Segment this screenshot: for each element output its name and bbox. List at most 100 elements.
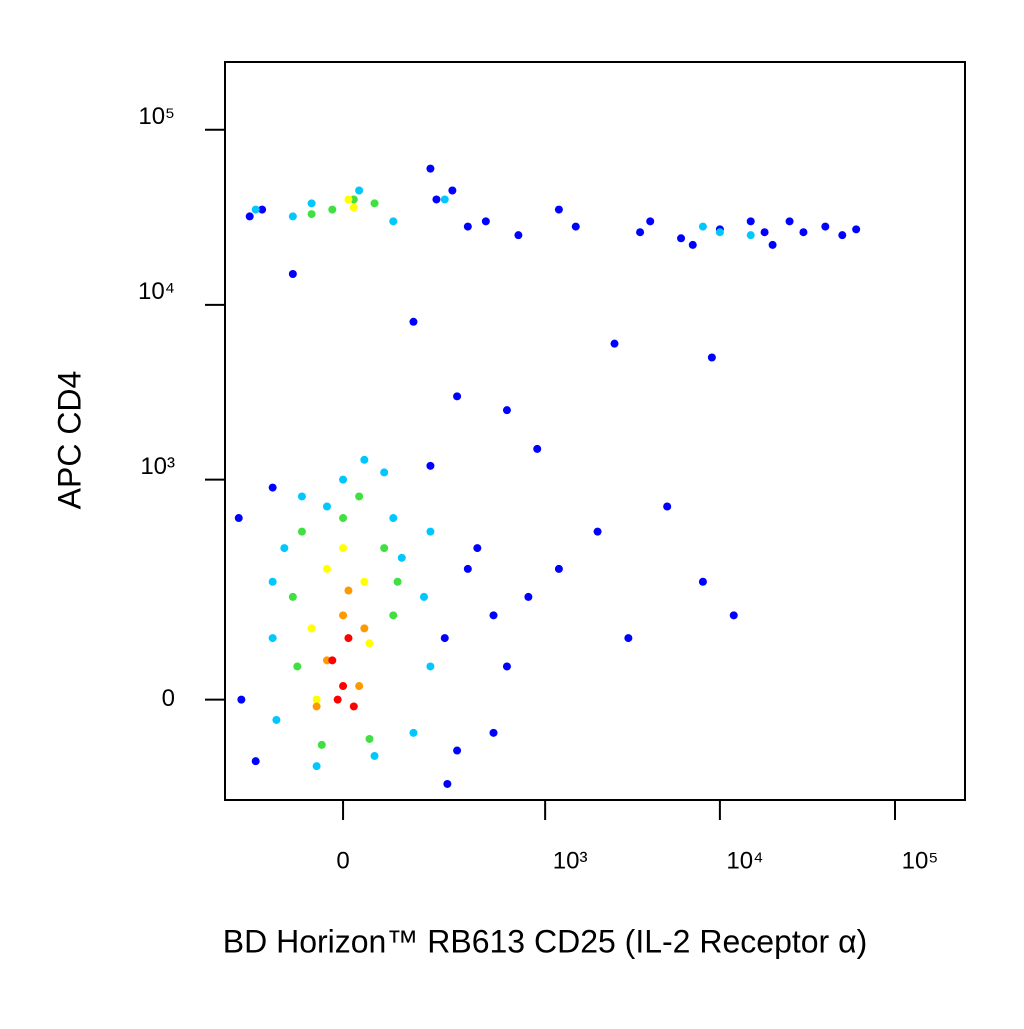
data-point bbox=[426, 662, 435, 671]
data-point bbox=[426, 461, 435, 470]
data-point bbox=[481, 217, 490, 226]
data-point bbox=[799, 228, 808, 237]
data-point bbox=[419, 592, 428, 601]
data-point bbox=[322, 564, 331, 573]
data-point bbox=[355, 186, 364, 195]
y-tick-label: 10⁵ bbox=[138, 103, 175, 130]
data-point bbox=[297, 492, 306, 501]
data-point bbox=[389, 217, 398, 226]
data-point bbox=[349, 702, 358, 711]
data-point bbox=[370, 751, 379, 760]
data-point bbox=[339, 544, 348, 553]
y-tick-label: 10⁴ bbox=[138, 278, 175, 305]
data-point bbox=[307, 624, 316, 633]
data-point bbox=[698, 222, 707, 231]
data-point bbox=[821, 222, 830, 231]
data-point bbox=[397, 553, 406, 562]
x-tick-label: 10⁵ bbox=[902, 847, 939, 874]
data-point bbox=[322, 502, 331, 511]
data-point bbox=[502, 662, 511, 671]
data-point bbox=[339, 475, 348, 484]
data-point bbox=[440, 634, 449, 643]
data-point bbox=[489, 728, 498, 737]
data-point bbox=[760, 228, 769, 237]
data-point bbox=[349, 203, 358, 212]
data-point bbox=[333, 695, 342, 704]
data-point bbox=[328, 205, 337, 214]
data-point bbox=[312, 695, 321, 704]
x-tick-label: 10³ bbox=[553, 847, 588, 874]
data-point bbox=[370, 199, 379, 208]
data-point bbox=[280, 544, 289, 553]
x-tick-label: 10⁴ bbox=[726, 847, 763, 874]
data-point bbox=[389, 514, 398, 523]
y-axis-label: APC CD4 bbox=[51, 371, 87, 510]
data-point bbox=[610, 339, 619, 348]
x-tick-label: 0 bbox=[336, 847, 349, 874]
data-point bbox=[272, 715, 281, 724]
data-point bbox=[489, 611, 498, 620]
data-point bbox=[251, 757, 260, 766]
data-point bbox=[237, 695, 246, 704]
data-point bbox=[409, 728, 418, 737]
data-point bbox=[293, 662, 302, 671]
data-point bbox=[533, 444, 542, 453]
data-point bbox=[365, 639, 374, 648]
data-point bbox=[297, 527, 306, 536]
data-point bbox=[729, 611, 738, 620]
data-point bbox=[785, 217, 794, 226]
data-point bbox=[698, 577, 707, 586]
data-point bbox=[746, 231, 755, 240]
data-point bbox=[463, 564, 472, 573]
data-point bbox=[360, 577, 369, 586]
data-point bbox=[443, 779, 452, 788]
data-point bbox=[312, 762, 321, 771]
data-point bbox=[852, 225, 861, 234]
data-point bbox=[355, 682, 364, 691]
data-point bbox=[288, 592, 297, 601]
data-point bbox=[524, 592, 533, 601]
data-point bbox=[707, 353, 716, 362]
data-point bbox=[339, 514, 348, 523]
data-point bbox=[448, 186, 457, 195]
data-point bbox=[432, 195, 441, 204]
data-point bbox=[268, 483, 277, 492]
data-point bbox=[715, 228, 724, 237]
data-point bbox=[677, 234, 686, 243]
data-point bbox=[571, 222, 580, 231]
data-point bbox=[258, 205, 267, 214]
data-point bbox=[307, 210, 316, 219]
y-tick-label: 0 bbox=[162, 685, 175, 712]
data-point bbox=[393, 577, 402, 586]
data-point bbox=[768, 240, 777, 249]
data-point bbox=[426, 527, 435, 536]
data-point bbox=[288, 270, 297, 279]
data-point bbox=[514, 231, 523, 240]
data-point bbox=[251, 205, 260, 214]
data-point bbox=[355, 492, 364, 501]
data-point bbox=[328, 656, 337, 665]
data-point bbox=[360, 624, 369, 633]
data-point bbox=[838, 231, 847, 240]
data-point bbox=[663, 502, 672, 511]
data-point bbox=[554, 564, 563, 573]
data-point bbox=[245, 212, 254, 221]
data-point bbox=[502, 406, 511, 415]
data-point bbox=[453, 746, 462, 755]
data-point bbox=[389, 611, 398, 620]
data-point bbox=[463, 222, 472, 231]
data-point bbox=[746, 217, 755, 226]
data-point bbox=[339, 611, 348, 620]
data-point bbox=[453, 392, 462, 401]
data-point bbox=[593, 527, 602, 536]
data-point bbox=[636, 228, 645, 237]
data-point bbox=[440, 195, 449, 204]
data-point bbox=[426, 164, 435, 173]
data-point bbox=[307, 199, 316, 208]
data-point bbox=[288, 212, 297, 221]
plot-frame bbox=[224, 61, 966, 801]
data-point bbox=[646, 217, 655, 226]
data-point bbox=[344, 586, 353, 595]
data-point bbox=[234, 514, 243, 523]
